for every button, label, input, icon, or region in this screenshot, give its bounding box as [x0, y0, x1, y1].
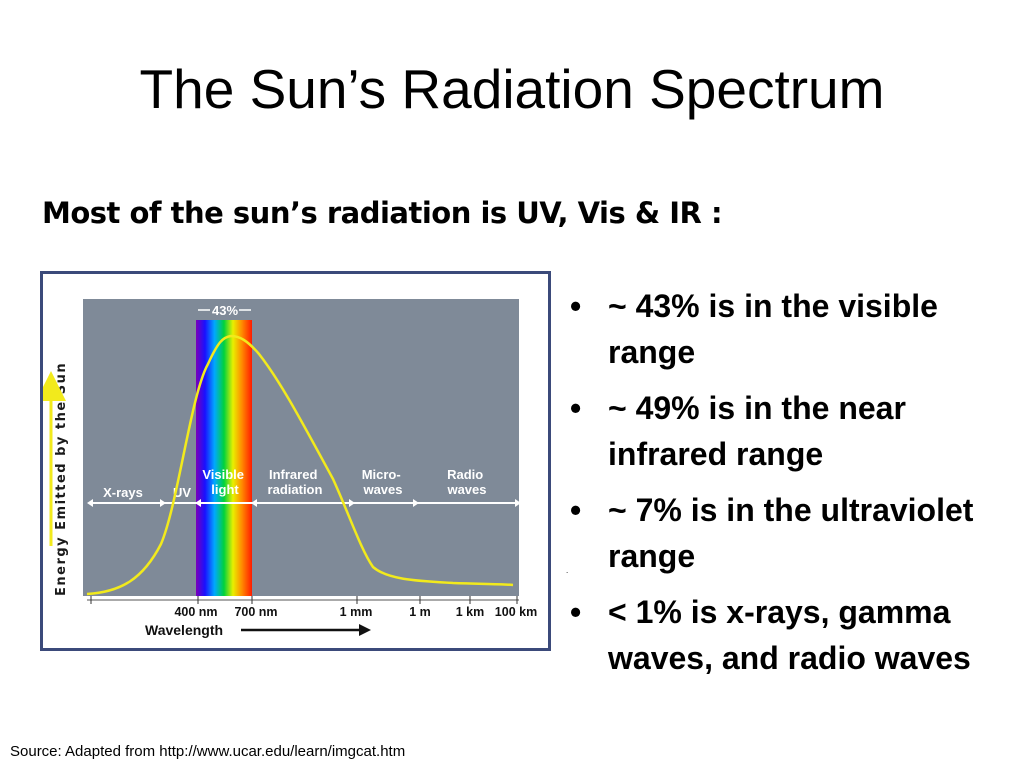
spectrum-figure: 43% X-rays UV Visible light Infrared rad… — [40, 271, 551, 651]
bullet-text: ~ 49% is in the near infrared range — [608, 390, 906, 472]
stray-mark: . — [566, 566, 569, 575]
bullet-dot: • — [570, 390, 582, 426]
divider-arrow-vis — [195, 499, 201, 507]
bullet-dot: • — [570, 288, 582, 324]
emission-curve — [86, 334, 514, 596]
slide-subtitle: Most of the sun’s radiation is UV, Vis &… — [42, 196, 723, 230]
bullet-item-ultraviolet: • ~ 7% is in the ultraviolet range — [568, 487, 1018, 579]
divider-arrow-ir — [251, 499, 257, 507]
bullet-item-other: • < 1% is x-rays, gamma waves, and radio… — [568, 589, 1018, 681]
divider-arrow-micro — [349, 499, 355, 507]
bullet-dot: • — [570, 594, 582, 630]
bullet-text: < 1% is x-rays, gamma waves, and radio w… — [608, 594, 971, 676]
y-axis-label: Energy Emitted by the Sun — [54, 362, 69, 596]
x-axis-label: Wavelength — [145, 622, 223, 638]
bullet-text: ~ 43% is in the visible range — [608, 288, 938, 370]
tick-label-400nm: 400 nm — [174, 605, 217, 619]
bullet-item-visible: • ~ 43% is in the visible range — [568, 283, 1018, 375]
bullet-dot: • — [570, 492, 582, 528]
tick-label-1km: 1 km — [456, 605, 485, 619]
visible-band — [196, 320, 252, 596]
region-label-xrays: X-rays — [103, 485, 143, 500]
region-label-visible: Visible light — [202, 467, 247, 497]
tick-label-700nm: 700 nm — [234, 605, 277, 619]
divider-arrow-radio — [413, 499, 419, 507]
tick-label-1m: 1 m — [409, 605, 431, 619]
tick-label-1mm: 1 mm — [340, 605, 373, 619]
region-label-microwaves: Micro- waves — [362, 467, 405, 497]
spectrum-diagram: 43% X-rays UV Visible light Infrared rad… — [43, 299, 537, 638]
visible-percent-label: 43% — [212, 303, 238, 318]
slide-title: The Sun’s Radiation Spectrum — [139, 58, 885, 120]
bullet-item-infrared: • ~ 49% is in the near infrared range — [568, 385, 1018, 477]
divider-arrow-left-end — [87, 499, 93, 507]
source-citation: Source: Adapted from http://www.ucar.edu… — [10, 743, 406, 760]
region-label-radio: Radio waves — [446, 467, 486, 497]
divider-arrow-uv — [160, 499, 166, 507]
divider-arrow-right-end — [515, 499, 521, 507]
tick-label-100km: 100 km — [495, 605, 537, 619]
region-label-infrared: Infrared radiation — [268, 467, 323, 497]
x-axis-arrow-head — [359, 624, 371, 636]
bullet-list: • ~ 43% is in the visible range • ~ 49% … — [568, 283, 1018, 691]
plot-background — [83, 299, 519, 596]
bullet-text: ~ 7% is in the ultraviolet range — [608, 492, 974, 574]
